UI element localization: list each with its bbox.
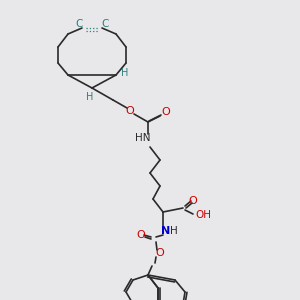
Text: C: C: [75, 19, 83, 29]
Text: H: H: [121, 68, 129, 78]
Text: H: H: [170, 226, 178, 236]
Text: O: O: [126, 106, 134, 116]
Text: O: O: [162, 107, 170, 117]
Text: N: N: [161, 226, 171, 236]
Text: HN: HN: [135, 133, 151, 143]
Text: C: C: [101, 19, 109, 29]
Text: O: O: [136, 230, 146, 240]
Text: OH: OH: [195, 210, 211, 220]
Text: O: O: [156, 248, 164, 258]
Text: O: O: [189, 196, 197, 206]
Text: H: H: [86, 92, 94, 102]
